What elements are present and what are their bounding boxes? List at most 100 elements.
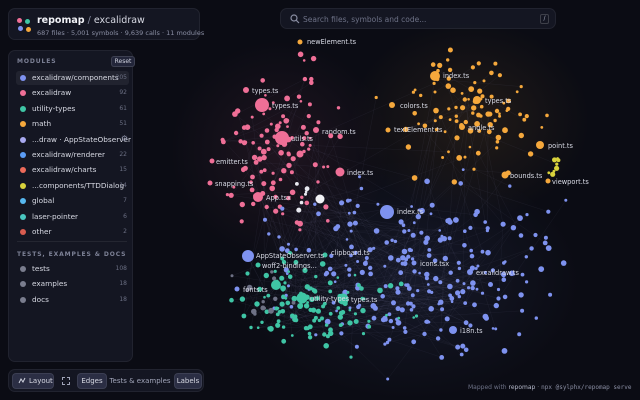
module-item[interactable]: ...components/TTDDialog 14 xyxy=(16,179,129,193)
hub-node[interactable] xyxy=(380,205,394,219)
graph-node[interactable] xyxy=(402,326,407,330)
graph-node[interactable] xyxy=(398,219,404,225)
graph-node[interactable] xyxy=(468,323,473,328)
graph-node[interactable] xyxy=(316,120,321,125)
hub-node[interactable] xyxy=(335,167,345,177)
graph-node[interactable] xyxy=(284,296,288,300)
graph-node[interactable] xyxy=(424,271,430,278)
graph-node[interactable] xyxy=(496,296,501,301)
graph-node[interactable] xyxy=(494,108,500,114)
hub-node[interactable] xyxy=(234,286,240,292)
graph-node[interactable] xyxy=(443,130,447,134)
graph-node[interactable] xyxy=(370,303,377,309)
graph-node[interactable] xyxy=(328,133,334,139)
graph-node[interactable] xyxy=(518,112,522,117)
graph-node[interactable] xyxy=(387,312,392,317)
graph-node[interactable] xyxy=(520,272,525,277)
graph-node[interactable] xyxy=(406,254,411,259)
graph-node[interactable] xyxy=(355,203,360,208)
graph-node[interactable] xyxy=(281,212,285,216)
graph-node[interactable] xyxy=(297,51,304,58)
graph-node[interactable] xyxy=(463,301,468,305)
graph-node[interactable] xyxy=(359,269,365,275)
graph-node[interactable] xyxy=(527,151,534,157)
graph-node[interactable] xyxy=(279,301,285,307)
graph-node[interactable] xyxy=(311,307,317,313)
graph-node[interactable] xyxy=(413,88,417,92)
graph-node[interactable] xyxy=(299,100,303,103)
graph-node[interactable] xyxy=(450,87,456,93)
graph-node[interactable] xyxy=(386,377,390,381)
graph-node[interactable] xyxy=(410,232,416,238)
graph-node[interactable] xyxy=(502,261,506,265)
graph-node[interactable] xyxy=(241,313,247,319)
graph-node[interactable] xyxy=(279,246,285,252)
graph-node[interactable] xyxy=(264,94,267,97)
graph-node[interactable] xyxy=(316,180,320,184)
graph-node[interactable] xyxy=(346,290,350,294)
graph-node[interactable] xyxy=(251,141,255,145)
graph-node[interactable] xyxy=(447,150,450,154)
graph-node[interactable] xyxy=(374,95,378,100)
graph-node[interactable] xyxy=(294,247,298,252)
graph-node[interactable] xyxy=(260,78,266,83)
graph-node[interactable] xyxy=(262,168,267,173)
graph-node[interactable] xyxy=(398,270,404,276)
graph-node[interactable] xyxy=(417,122,420,126)
graph-node[interactable] xyxy=(279,275,285,281)
graph-node[interactable] xyxy=(564,198,568,202)
graph-node[interactable] xyxy=(483,220,488,224)
hub-node[interactable] xyxy=(207,180,213,186)
graph-node[interactable] xyxy=(311,289,315,293)
graph-node[interactable] xyxy=(460,289,466,295)
graph-node[interactable] xyxy=(339,316,342,320)
graph-node[interactable] xyxy=(319,261,326,267)
graph-node[interactable] xyxy=(488,282,493,287)
graph-node[interactable] xyxy=(220,137,225,142)
module-item[interactable]: global 7 xyxy=(16,194,129,208)
graph-node[interactable] xyxy=(273,269,277,273)
graph-node[interactable] xyxy=(427,289,432,294)
graph-node[interactable] xyxy=(533,232,538,238)
graph-node[interactable] xyxy=(447,283,453,290)
graph-node[interactable] xyxy=(352,210,357,215)
graph-node[interactable] xyxy=(405,283,410,288)
graph-node[interactable] xyxy=(271,171,275,175)
graph-node[interactable] xyxy=(304,190,308,194)
graph-node[interactable] xyxy=(347,273,351,277)
graph-node[interactable] xyxy=(473,212,478,218)
graph-node[interactable] xyxy=(463,155,467,159)
graph-node[interactable] xyxy=(306,301,309,304)
graph-node[interactable] xyxy=(501,277,507,283)
graph-node[interactable] xyxy=(348,306,352,310)
graph-node[interactable] xyxy=(249,325,253,330)
graph-node[interactable] xyxy=(410,293,415,298)
hub-node[interactable] xyxy=(296,292,308,304)
graph-node[interactable] xyxy=(344,263,348,267)
graph-node[interactable] xyxy=(524,114,529,119)
graph-node[interactable] xyxy=(269,122,273,126)
graph-node[interactable] xyxy=(467,286,471,290)
graph-node[interactable] xyxy=(517,332,522,337)
graph-node[interactable] xyxy=(385,313,388,317)
graph-node[interactable] xyxy=(310,55,317,62)
graph-node[interactable] xyxy=(450,300,454,304)
graph-node[interactable] xyxy=(445,83,452,89)
graph-node[interactable] xyxy=(483,270,487,275)
graph-node[interactable] xyxy=(315,296,320,301)
graph-node[interactable] xyxy=(280,206,285,211)
graph-node[interactable] xyxy=(548,292,553,297)
graph-node[interactable] xyxy=(470,285,475,291)
graph-node[interactable] xyxy=(493,118,497,123)
graph-node[interactable] xyxy=(547,171,551,175)
graph-node[interactable] xyxy=(254,301,260,307)
graph-node[interactable] xyxy=(390,238,394,242)
graph-node[interactable] xyxy=(494,327,498,331)
hub-node[interactable] xyxy=(297,39,303,45)
graph-node[interactable] xyxy=(307,331,312,336)
graph-node[interactable] xyxy=(314,333,318,337)
graph-node[interactable] xyxy=(470,280,476,286)
graph-node[interactable] xyxy=(239,219,244,224)
graph-node[interactable] xyxy=(509,270,515,277)
graph-node[interactable] xyxy=(304,192,307,196)
